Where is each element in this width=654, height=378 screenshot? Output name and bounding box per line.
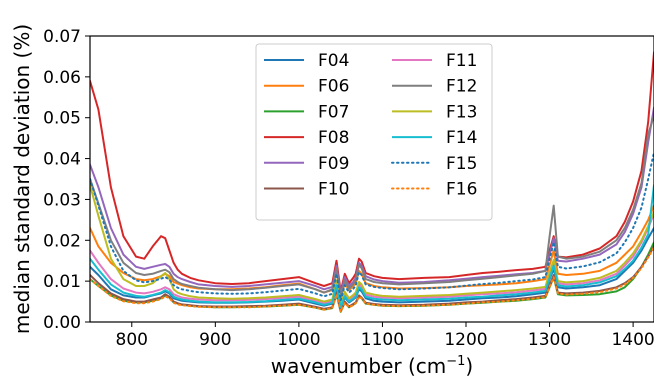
legend-label-f12: F12 xyxy=(446,77,477,97)
plot-frame xyxy=(89,35,654,323)
y-axis: 0.00 0.01 0.02 0.03 0.04 0.05 0.06 0.07 xyxy=(43,27,90,333)
y-tick-label: 0.03 xyxy=(43,190,81,210)
legend-label-f11: F11 xyxy=(446,51,477,71)
y-tick-label: 0.00 xyxy=(43,313,81,333)
x-tick-label: 800 xyxy=(116,330,148,350)
series-line-f12 xyxy=(90,114,654,299)
legend-frame xyxy=(255,43,493,221)
x-tick-label: 1300 xyxy=(528,330,571,350)
legend-label-f16: F16 xyxy=(446,180,477,200)
legend-label-f15: F15 xyxy=(446,154,477,174)
x-tick-label: 1000 xyxy=(277,330,320,350)
y-tick-label: 0.05 xyxy=(43,109,81,129)
x-tick-label: 1100 xyxy=(361,330,404,350)
legend-label-f04: F04 xyxy=(318,51,349,71)
legend-label-f08: F08 xyxy=(318,128,349,148)
y-tick-label: 0.02 xyxy=(43,231,81,251)
y-tick-label: 0.06 xyxy=(43,68,81,88)
series-line-f16 xyxy=(90,246,654,313)
series-layer xyxy=(90,51,654,313)
x-axis-label: wavenumber (cm−1) xyxy=(271,354,473,378)
legend-label-f13: F13 xyxy=(446,102,477,122)
legend-label-f09: F09 xyxy=(318,154,349,174)
x-tick-label: 1200 xyxy=(444,330,487,350)
series-line-f14 xyxy=(90,184,654,309)
series-line-f06 xyxy=(90,204,654,299)
y-tick-label: 0.01 xyxy=(43,272,81,292)
legend-label-f06: F06 xyxy=(318,77,349,97)
x-axis: 800 900 1000 1100 1200 1300 1400 xyxy=(116,322,654,350)
y-axis-label: median standard deviation (%) xyxy=(10,24,34,334)
legend-label-f14: F14 xyxy=(446,128,477,148)
legend: F04 F06 F07 F08 F09 F10 F11 F12 F13 F14 F15 F16 xyxy=(255,43,493,221)
y-tick-label: 0.07 xyxy=(43,27,81,47)
x-tick-label: 1400 xyxy=(611,330,654,350)
series-line-f11 xyxy=(90,212,654,307)
x-tick-label: 900 xyxy=(199,330,231,350)
y-tick-label: 0.04 xyxy=(43,150,81,170)
series-line-f15 xyxy=(90,151,654,302)
legend-label-f07: F07 xyxy=(318,102,349,122)
legend-label-f10: F10 xyxy=(318,180,349,200)
